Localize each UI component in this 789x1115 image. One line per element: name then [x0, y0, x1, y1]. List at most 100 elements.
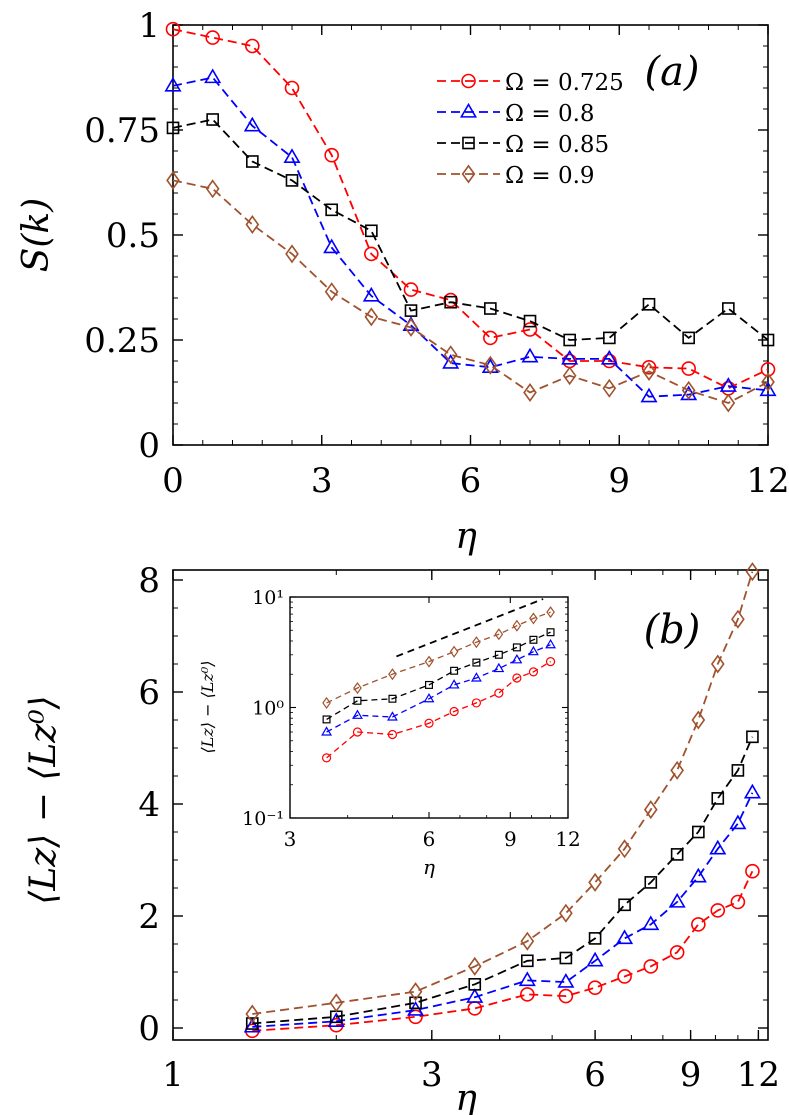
panel-a-series-3-point-12	[642, 362, 656, 381]
panel-b-series-2-point-4	[520, 954, 534, 968]
panel-b-series-1-point-4	[518, 971, 536, 987]
inset-y-tick-label: 10¹	[252, 587, 284, 609]
inset-series-0-point-7	[512, 673, 522, 683]
panel-a-series-3-point-1	[205, 179, 220, 199]
inset-series-2-point-8	[529, 635, 538, 644]
panel-a-series-0-point-13	[681, 361, 696, 376]
panel-b-series-0-point-6	[587, 980, 603, 995]
panel-a-series-1-point-12	[640, 387, 658, 403]
inset-series-0-point-5	[471, 698, 482, 708]
panel-a-series-2-point-0	[166, 121, 180, 135]
panel-b-series-2-point-8	[644, 876, 658, 889]
panel-b-series-0-point-13	[745, 863, 760, 879]
inset-series-2-point-7	[512, 643, 521, 652]
panel-a-series-3-point-7	[443, 345, 458, 365]
panel-a-series-3-point-6	[404, 317, 418, 337]
panel-a-label: (a)	[644, 49, 699, 95]
panel-a-series-1-point-0	[164, 76, 182, 92]
panel-a-series-2-point-8	[484, 302, 497, 315]
inset-series-1-point-3	[423, 692, 435, 703]
panel-a: 0 3 6 9 12 0 0.25 0.5 0.75 1 η S(k) (a) Ω = 0.725 Ω = …	[16, 6, 789, 557]
panel-a-series-2-point-4	[325, 203, 338, 217]
inset-series-2-point-0	[322, 715, 331, 724]
panel-b-x-axis-label: η	[455, 1078, 477, 1115]
panel-a-y-tick-label: 0.75	[84, 111, 160, 151]
inset-series-2-point-1	[353, 696, 362, 705]
panel-a-x-tick-label: 9	[608, 461, 630, 501]
panel-b-y-tick-label: 8	[138, 561, 160, 601]
panel-a-series-1-point-5	[362, 286, 380, 302]
panel-a-series-2-point-7	[444, 295, 457, 309]
panel-b-series-1-point-13	[743, 783, 761, 799]
inset-series-1-line	[326, 644, 551, 733]
panel-b-series-3-point-10	[691, 710, 706, 730]
panel-a-series-1-point-11	[600, 349, 618, 365]
panel-a-series-1-point-10	[561, 349, 579, 365]
panel-a-series-0-point-6	[403, 282, 419, 297]
panel-a-series-3-point-9	[523, 383, 537, 402]
panel-a-series-0-point-3	[284, 80, 300, 96]
panel-b-x-tick-label: 9	[680, 1055, 702, 1095]
panel-a-series-3-point-13	[681, 380, 696, 400]
panel-a-series-3-point-10	[562, 366, 577, 386]
panel-a-x-axis-label: η	[455, 516, 477, 557]
panel-b-series-3-point-4	[520, 931, 535, 951]
panel-a-series-0-point-7	[443, 292, 458, 308]
panel-b-series-1-point-3	[466, 988, 484, 1003]
inset-x-tick-label: 9	[504, 827, 517, 851]
panel-a-series-3-point-4	[324, 282, 339, 302]
panel-b-x-tick-label: 1	[162, 1055, 184, 1095]
inset-series-1-point-8	[527, 645, 539, 656]
panel-b-series-0-point-9	[669, 945, 685, 960]
panel-a-series-1-line	[172, 76, 769, 398]
inset-series-0-point-6	[494, 688, 504, 698]
inset-series-2-point-5	[472, 658, 481, 667]
panel-a-series-2-line	[172, 118, 769, 341]
inset-series-3-point-0	[322, 696, 331, 709]
panel-b-series-3-point-8	[643, 800, 658, 820]
inset-series-3-point-4	[449, 645, 459, 658]
panel-a-series-2-point-15	[761, 333, 775, 347]
panel-a-series-2-point-5	[365, 224, 378, 238]
panel-a-series-1-point-14	[719, 377, 737, 392]
panel-b-series-2-point-9	[670, 848, 684, 861]
inset-series-2-point-2	[388, 694, 397, 703]
inset-series-0-point-0	[321, 753, 332, 763]
legend-swatch-marker-3	[461, 164, 476, 184]
panel-a-series-1-point-4	[323, 238, 341, 254]
panel-b-x-tick-label: 6	[584, 1055, 606, 1095]
panel-b-series-3-point-6	[588, 872, 602, 892]
panel-a-series-1-point-1	[204, 68, 222, 84]
panel-b-series-0-point-12	[730, 894, 746, 910]
panel-a-series-2-point-1	[206, 113, 219, 126]
panel-b-series-1-point-11	[709, 839, 727, 855]
panel-b-series-1-point-10	[689, 867, 707, 883]
panel-b-series-1-line	[252, 792, 754, 1028]
inset-series-3-point-3	[424, 655, 434, 668]
panel-a-series-0-point-4	[324, 147, 339, 163]
panel-b-series-0-point-10	[691, 917, 706, 932]
inset-series-0-line	[326, 661, 551, 759]
panel-b-series-0-point-7	[617, 969, 632, 984]
legend-label-3: Ω = 0.9	[505, 163, 595, 189]
inset-series-1-point-4	[448, 679, 460, 689]
panel-a-series-2-point-10	[563, 333, 576, 347]
panel-b-series-1-point-5	[557, 973, 575, 988]
panel-b-series-2-point-5	[559, 951, 573, 965]
panel-b-y-tick-label: 2	[138, 897, 160, 937]
inset-series-1-point-1	[352, 709, 363, 719]
panel-a-series-2-point-11	[603, 331, 616, 345]
inset-x-tick-label: 12	[555, 827, 580, 851]
panel-a-y-tick-label: 0	[138, 426, 160, 466]
panel-b-series-1-point-12	[729, 814, 747, 830]
panel-b-inset: 3 6 9 12 10⁻¹ 10⁰ 10¹ η ⟨Lz⟩ − ⟨Lz⁰⟩	[198, 587, 581, 879]
panel-b-series-0-point-5	[558, 988, 574, 1004]
panel-a-series-2-point-13	[682, 331, 695, 345]
panel-b-series-3-point-12	[731, 609, 745, 629]
panel-a-series-0-point-15	[760, 362, 776, 377]
panel-b-series-1-point-7	[616, 929, 634, 945]
panel-b: 1 3 6 9 12 0 2 4 6 8 η ⟨Lz⟩ − ⟨Lz⁰⟩ (b)	[23, 561, 780, 1115]
panel-b-series-2-point-2	[409, 996, 422, 1010]
panel-a-series-1-point-7	[442, 354, 460, 369]
panel-a-series-0-point-5	[364, 246, 379, 262]
